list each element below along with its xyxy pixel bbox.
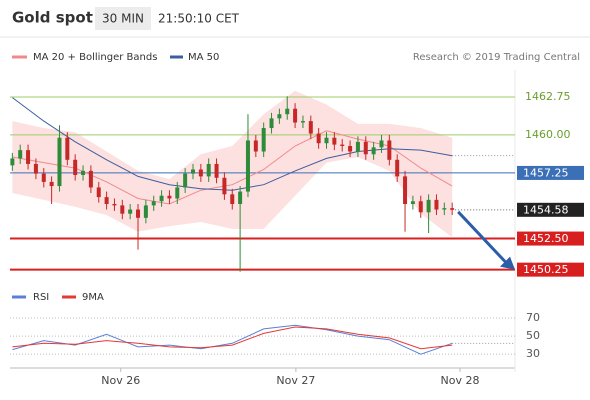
level-label: 1457.25 (523, 166, 569, 179)
rsi-tick-label: 50 (526, 329, 540, 342)
candle-body (143, 205, 148, 218)
candle-body (277, 114, 282, 119)
level-label: 1450.25 (523, 263, 569, 276)
candle-body (230, 194, 235, 205)
candle-body (442, 208, 447, 210)
legend-label: RSI (33, 292, 49, 303)
candle-body (324, 137, 329, 144)
candle-body (136, 209, 141, 218)
candle-body (426, 199, 431, 213)
rsi-line (12, 324, 453, 355)
candle-body (245, 140, 250, 192)
candle-body (49, 181, 54, 187)
candle-body (340, 144, 345, 146)
candle-body (269, 118, 274, 129)
candle-body (41, 173, 46, 182)
candle-body (214, 163, 219, 178)
candle-body (151, 201, 156, 206)
candle-body (293, 108, 298, 123)
candle-body (434, 199, 439, 210)
last-price-box (517, 202, 584, 217)
level-label: 1452.50 (523, 232, 569, 245)
candle-body (355, 141, 360, 152)
interval[interactable]: 30 MIN (102, 12, 144, 26)
ma-line (12, 130, 453, 205)
x-tick-label: Nov 27 (276, 374, 315, 387)
time: 21:50:10 CET (158, 12, 240, 26)
bollinger-band (12, 90, 453, 238)
candle-body (183, 173, 188, 188)
candle-body (261, 128, 266, 152)
candle-body (128, 209, 133, 214)
candle-body (285, 108, 290, 115)
candle-body (26, 150, 31, 164)
last-price-label: 1454.58 (523, 203, 569, 216)
x-tick-label: Nov 28 (441, 374, 480, 387)
candle-body (81, 170, 86, 175)
candle-body (410, 201, 415, 205)
rsi-line (12, 326, 453, 350)
candle-body (167, 195, 172, 199)
chart-title: Gold spot (12, 9, 93, 27)
candle-body (363, 141, 368, 155)
candle-body (73, 159, 78, 175)
candle-body (308, 121, 313, 134)
level-box (517, 262, 584, 277)
level-box (517, 165, 584, 180)
candle-body (300, 121, 305, 123)
level-box (517, 231, 584, 246)
candle-body (88, 170, 93, 188)
candle-body (104, 197, 109, 205)
candle-body (387, 140, 392, 160)
interval-box[interactable] (95, 7, 151, 30)
candle-body (175, 187, 180, 199)
legend-label: 9MA (82, 292, 104, 303)
candle-body (418, 201, 423, 213)
candle-body (371, 147, 376, 155)
level-label: 1462.75 (525, 90, 571, 103)
candle-body (316, 133, 321, 144)
candle-body (206, 163, 211, 177)
candle-body (198, 169, 203, 177)
candle-body (65, 137, 70, 160)
candle-body (159, 195, 164, 202)
candle-body (332, 137, 337, 145)
candle-body (96, 187, 101, 198)
candle-body (238, 191, 243, 205)
rsi-tick-label: 70 (526, 311, 540, 324)
rsi-tick-label: 30 (526, 347, 540, 360)
candle-body (222, 177, 227, 195)
candle-body (33, 163, 38, 174)
source: Research © 2019 Trading Central (413, 52, 580, 63)
candle-body (450, 208, 455, 210)
x-tick-label: Nov 26 (101, 374, 140, 387)
arrow-head (500, 256, 515, 270)
candle-body (57, 137, 62, 187)
candle-body (120, 205, 125, 214)
candle-body (18, 150, 23, 159)
level-label: 1460.00 (525, 128, 571, 141)
legend-label: MA 20 + Bollinger Bands (33, 52, 157, 63)
candle-body (348, 145, 353, 152)
candle-body (112, 204, 117, 206)
candle-body (395, 159, 400, 177)
candle-body (10, 158, 15, 166)
candle-body (190, 169, 195, 174)
candle-body (253, 140, 258, 152)
candle-body (403, 176, 408, 205)
legend-label: MA 50 (188, 52, 219, 63)
target-arrow (457, 210, 509, 265)
candle-body (379, 140, 384, 148)
